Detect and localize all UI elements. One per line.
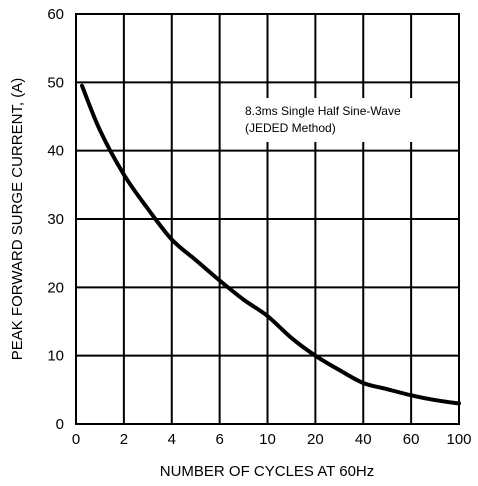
x-tick-label: 60 xyxy=(403,431,420,448)
x-tick-label: 100 xyxy=(446,431,471,448)
annotation-line-1: 8.3ms Single Half Sine-Wave xyxy=(245,104,401,118)
x-axis-title: NUMBER OF CYCLES AT 60Hz xyxy=(160,463,375,480)
y-tick-label: 10 xyxy=(47,348,64,365)
x-tick-label: 10 xyxy=(259,431,276,448)
surge-current-curve xyxy=(80,83,461,406)
annotation-background xyxy=(237,98,457,142)
plot-frame xyxy=(75,13,460,425)
y-tick-label: 50 xyxy=(47,74,64,91)
y-tick-label: 60 xyxy=(47,6,64,23)
annotation-line-2: (JEDED Method) xyxy=(245,121,336,135)
y-tick-label: 20 xyxy=(47,279,64,296)
x-tick-label: 4 xyxy=(168,431,176,448)
x-tick-labels: 0 2 4 6 10 20 40 60 100 xyxy=(72,431,472,448)
x-tick-label: 6 xyxy=(215,431,223,448)
y-tick-label: 0 xyxy=(56,416,64,433)
grid-lines xyxy=(76,14,459,424)
x-tick-label: 0 xyxy=(72,431,80,448)
x-tick-label: 20 xyxy=(307,431,324,448)
x-tick-label: 2 xyxy=(120,431,128,448)
y-tick-labels: 0 10 20 30 40 50 60 xyxy=(47,6,64,433)
y-axis-title: PEAK FORWARD SURGE CURRENT, (A) xyxy=(9,78,26,361)
x-tick-label: 40 xyxy=(355,431,372,448)
y-tick-label: 40 xyxy=(47,143,64,160)
y-tick-label: 30 xyxy=(47,211,64,228)
